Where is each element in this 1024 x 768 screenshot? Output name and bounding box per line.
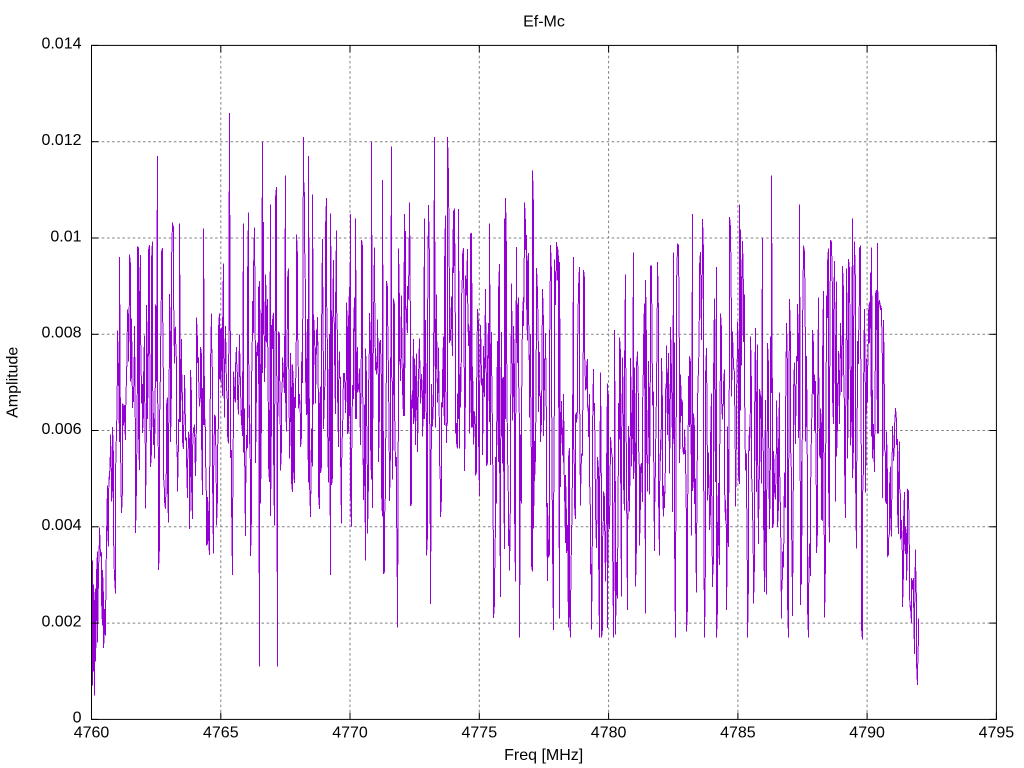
svg-text:Amplitude: Amplitude [5, 347, 22, 418]
svg-text:0.01: 0.01 [50, 228, 81, 245]
svg-text:4765: 4765 [203, 725, 239, 742]
svg-text:4795: 4795 [979, 725, 1015, 742]
svg-text:4770: 4770 [332, 725, 368, 742]
svg-text:0.014: 0.014 [41, 36, 81, 53]
svg-text:4790: 4790 [849, 725, 885, 742]
svg-text:4760: 4760 [74, 725, 110, 742]
svg-text:0.002: 0.002 [41, 613, 81, 630]
svg-text:0.012: 0.012 [41, 132, 81, 149]
svg-text:0.006: 0.006 [41, 421, 81, 438]
svg-text:0: 0 [73, 710, 82, 727]
svg-text:4785: 4785 [720, 725, 756, 742]
svg-text:0.008: 0.008 [41, 325, 81, 342]
svg-text:4780: 4780 [591, 725, 627, 742]
svg-text:Ef-Mc: Ef-Mc [523, 14, 565, 31]
svg-text:Freq [MHz]: Freq [MHz] [504, 747, 583, 764]
svg-text:4775: 4775 [462, 725, 498, 742]
svg-text:0.004: 0.004 [41, 517, 81, 534]
